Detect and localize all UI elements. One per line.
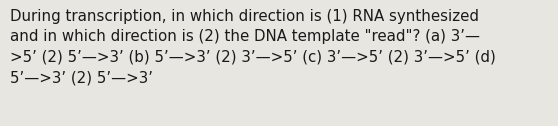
Text: During transcription, in which direction is (1) RNA synthesized
and in which dir: During transcription, in which direction… (10, 9, 496, 85)
